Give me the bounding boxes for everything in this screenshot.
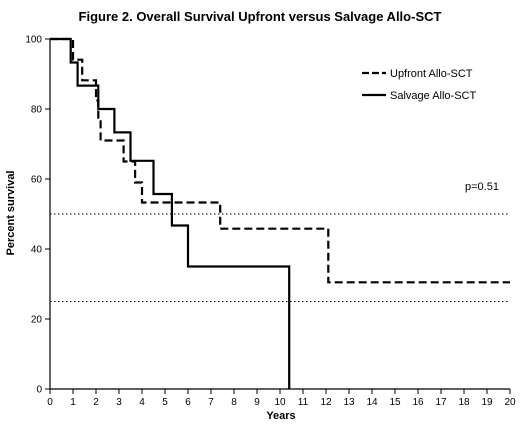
x-tick-label: 14 [366, 397, 378, 408]
series-line-salvage-allo-sct [50, 37, 291, 389]
ticks-layer: 0 1 2 3 4 5 6 7 8 9 10 11 12 13 14 15 16 17 18 19 2002040608… [25, 35, 516, 409]
y-tick-label: 60 [31, 175, 43, 186]
legend: Upfront Allo-SCT Salvage Allo-SCT [362, 68, 476, 102]
x-tick-label: 15 [389, 397, 401, 408]
y-axis-title: Percent survival [5, 171, 17, 256]
y-tick-label: 20 [31, 315, 43, 326]
x-tick-label: 13 [343, 397, 355, 408]
x-tick-label: 12 [320, 397, 332, 408]
x-tick-label: 11 [298, 397, 309, 408]
series-line-upfront-allo-sct [50, 37, 510, 284]
legend-label-1: Salvage Allo-SCT [390, 90, 476, 102]
y-tick-label: 40 [31, 245, 43, 256]
chart-title: Figure 2. Overall Survival Upfront versu… [79, 9, 442, 24]
y-tick-label: 80 [31, 105, 43, 116]
x-tick-label: 16 [412, 397, 424, 408]
x-tick-label: 4 [139, 397, 145, 408]
x-tick-label: 9 [254, 397, 260, 408]
series-layer [50, 37, 510, 389]
reference-lines [50, 213, 510, 302]
x-tick-label: 20 [504, 397, 516, 408]
x-tick-label: 19 [481, 397, 493, 408]
x-tick-label: 8 [231, 397, 237, 408]
x-tick-label: 1 [70, 397, 76, 408]
x-axis-title: Years [266, 410, 295, 422]
x-tick-label: 2 [93, 397, 99, 408]
x-tick-label: 6 [185, 397, 191, 408]
x-tick-label: 3 [116, 397, 122, 408]
legend-label-0: Upfront Allo-SCT [390, 68, 473, 80]
y-tick-label: 0 [36, 385, 42, 396]
x-tick-label: 18 [458, 397, 470, 408]
y-tick-label: 100 [25, 35, 42, 46]
x-tick-label: 0 [47, 397, 53, 408]
x-tick-label: 10 [274, 397, 286, 408]
x-tick-label: 7 [208, 397, 214, 408]
x-tick-label: 5 [162, 397, 168, 408]
p-value-annotation: p=0.51 [465, 181, 499, 193]
x-tick-label: 17 [435, 397, 447, 408]
